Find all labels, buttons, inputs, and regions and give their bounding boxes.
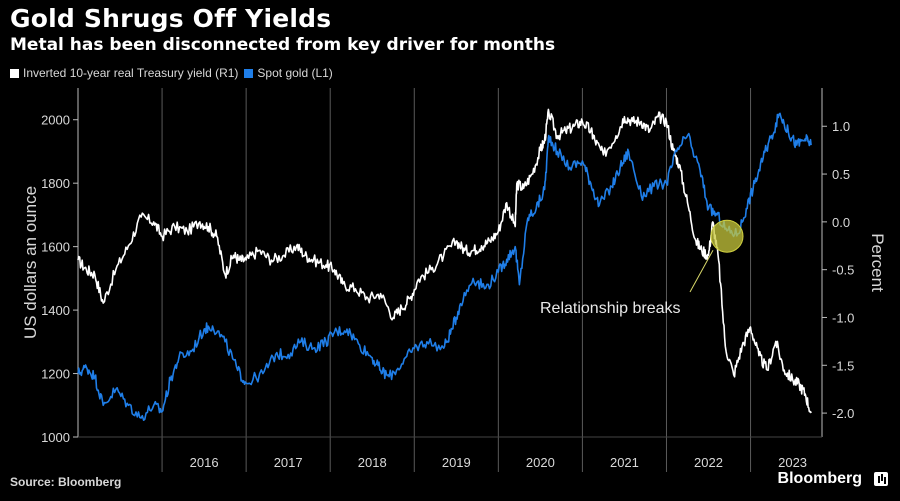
- x-tick-label: 2023: [778, 455, 807, 470]
- x-tick-label: 2017: [274, 455, 303, 470]
- annotation-leader-line: [689, 249, 714, 293]
- left-tick-label: 1000: [41, 430, 70, 445]
- left-tick-label: 1600: [41, 240, 70, 255]
- x-tick-label: 2022: [694, 455, 723, 470]
- annotation-label: Relationship breaks: [540, 300, 681, 317]
- legend-label-gold: Spot gold (L1): [257, 66, 333, 80]
- x-tick-label: 2019: [442, 455, 471, 470]
- series-lines: [77, 108, 812, 421]
- legend-item-yield: Inverted 10-year real Treasury yield (R1…: [10, 66, 238, 80]
- gridlines: [161, 88, 752, 472]
- x-tick-label: 2018: [358, 455, 387, 470]
- chart-subtitle: Metal has been disconnected from key dri…: [10, 35, 556, 55]
- axes: [73, 88, 827, 438]
- legend-item-gold: Spot gold (L1): [244, 66, 333, 80]
- right-tick-label: 0.0: [832, 215, 850, 230]
- yield-series-line: [77, 108, 812, 414]
- left-tick-label: 1400: [41, 303, 70, 318]
- left-tick-label: 1800: [41, 176, 70, 191]
- right-axis-label: Percent: [868, 233, 887, 292]
- legend-swatch-yield: [10, 68, 19, 78]
- annotation-circle: [710, 219, 744, 253]
- gold-series-line: [77, 112, 812, 421]
- right-tick-label: -2.0: [832, 406, 854, 421]
- tick-labels: 2016 2017 2018 2019 2020 2021 2022 2023 1000 1200…: [21, 113, 887, 470]
- right-tick-label: -1.0: [832, 310, 854, 325]
- right-tick-label: -1.5: [832, 358, 854, 373]
- right-tick-label: -0.5: [832, 263, 854, 278]
- left-axis-label: US dollars an ounce: [21, 186, 40, 339]
- legend: Inverted 10-year real Treasury yield (R1…: [10, 66, 333, 80]
- x-tick-label: 2020: [526, 455, 555, 470]
- x-tick-label: 2016: [190, 455, 219, 470]
- right-tick-label: 1.0: [832, 119, 850, 134]
- chart-icon: [874, 472, 888, 486]
- x-tick-label: 2021: [610, 455, 639, 470]
- annotation-group: Relationship breaks: [540, 219, 744, 317]
- brand-logo: Bloomberg: [777, 470, 862, 487]
- right-tick-label: 0.5: [832, 167, 850, 182]
- left-tick-label: 1200: [41, 367, 70, 382]
- chart-title: Gold Shrugs Off Yields: [10, 4, 332, 33]
- left-tick-label: 2000: [41, 113, 70, 128]
- source-note: Source: Bloomberg: [10, 475, 122, 489]
- legend-swatch-gold: [244, 68, 254, 78]
- legend-label-yield: Inverted 10-year real Treasury yield (R1…: [23, 66, 239, 80]
